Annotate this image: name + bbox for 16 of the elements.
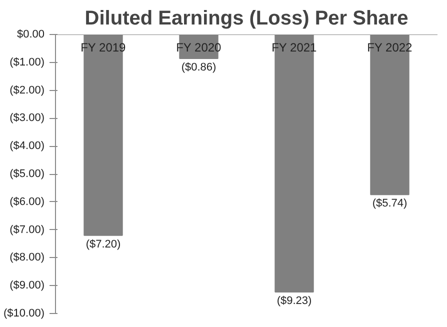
data-label: ($5.74)	[372, 198, 408, 210]
y-tick-label: ($9.00)	[10, 280, 45, 292]
data-label: ($7.20)	[86, 238, 121, 250]
y-tick-label: ($3.00)	[10, 112, 45, 124]
y-tick-label: ($6.00)	[10, 196, 45, 208]
y-tick-label: ($5.00)	[10, 168, 45, 180]
y-tick-label: ($7.00)	[10, 224, 45, 236]
y-tick-label: ($10.00)	[4, 308, 45, 320]
data-label: ($0.86)	[181, 61, 216, 74]
y-tick-label: ($8.00)	[10, 252, 45, 264]
y-tick-label: ($1.00)	[10, 56, 45, 68]
chart-title: Diluted Earnings (Loss) Per Share	[84, 8, 408, 30]
y-tick-label: ($2.00)	[10, 84, 45, 96]
y-tick-label: $0.00	[16, 28, 45, 40]
data-label: ($9.23)	[276, 295, 312, 308]
y-tick-label: ($4.00)	[10, 140, 45, 152]
